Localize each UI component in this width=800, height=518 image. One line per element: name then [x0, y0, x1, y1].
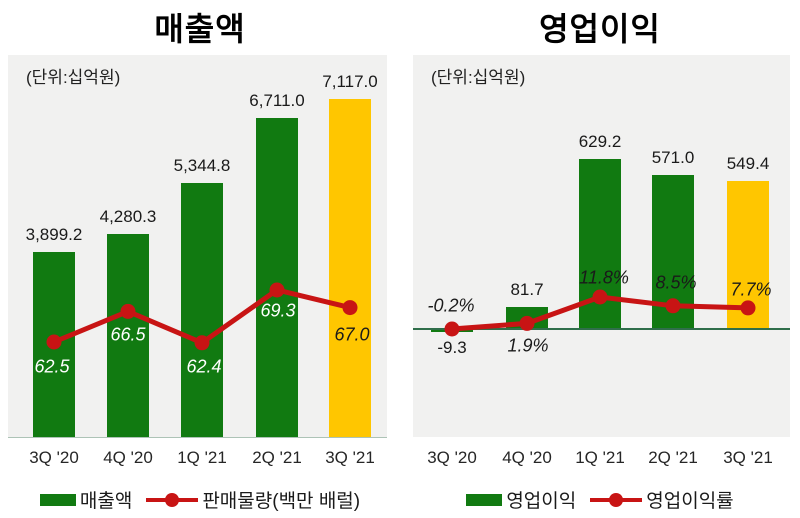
margin-legend-label: 영업이익률 [646, 491, 734, 512]
bar [256, 118, 298, 437]
line-value-label: 67.0 [334, 324, 370, 345]
revenue-chart-title: 매출액 [154, 11, 246, 47]
line-point [342, 300, 358, 316]
operating-profit-chart-title: 영업이익 [539, 11, 661, 47]
bar-value-label: 629.2 [578, 132, 622, 152]
x-axis-label: 3Q '21 [325, 448, 375, 467]
bar-value-label: 3,899.2 [25, 224, 83, 244]
x-axis-label: 4Q '20 [103, 448, 153, 467]
x-axis-label: 1Q '21 [177, 448, 227, 467]
line-value-label: 1.9% [507, 335, 549, 356]
line-point [519, 315, 535, 331]
bar-value-label: 5,344.8 [173, 156, 231, 176]
bar-value-label: 7,117.0 [322, 71, 378, 91]
x-axis-label: 3Q '21 [723, 448, 773, 467]
revenue-x-axis: 3Q '20 4Q '20 1Q '21 2Q '21 3Q '21 [0, 448, 400, 470]
bar-value-label: -9.3 [437, 337, 467, 357]
bar [107, 233, 149, 437]
margin-line-layer [444, 289, 756, 337]
x-axis-label: 3Q '20 [29, 448, 79, 467]
trend-line [53, 287, 351, 346]
line-value-label: -0.2% [427, 295, 475, 316]
operating-profit-x-axis: 3Q '20 4Q '20 1Q '21 2Q '21 3Q '21 [400, 448, 800, 470]
line-value-label: 11.8% [579, 267, 629, 288]
operating-profit-unit-label: (단위:십억원) [431, 68, 526, 87]
line-value-label: 8.5% [655, 272, 697, 293]
line-value-label: 62.5 [34, 356, 70, 377]
volume-line-swatch-icon [146, 492, 199, 507]
x-axis-label: 2Q '21 [252, 448, 302, 467]
line-point [444, 321, 460, 337]
revenue-legend: 매출액 판매물량(백만 배럴) [0, 486, 400, 513]
x-axis-label: 4Q '20 [502, 448, 552, 467]
line-point [194, 335, 210, 351]
line-point [665, 298, 681, 314]
legend-item-volume: 판매물량(백만 배럴) [146, 486, 360, 513]
margin-line-swatch-icon [590, 492, 643, 507]
bar-value-label: 81.7 [510, 279, 544, 299]
revenue-plot-area: (단위:십억원) 3,899.2 4,280.3 5,344.8 6,711.0 7,1… [8, 55, 387, 438]
line-value-label: 69.3 [260, 300, 296, 321]
bar-value-label: 6,711.0 [249, 91, 305, 111]
bar-value-label: 4,280.3 [99, 206, 157, 226]
x-axis-label: 3Q '20 [427, 448, 477, 467]
revenue-unit-label: (단위:십억원) [26, 68, 121, 87]
zero-axis-line [413, 328, 790, 330]
legend-item-revenue: 매출액 [39, 486, 133, 513]
line-point [46, 334, 62, 350]
revenue-legend-label: 매출액 [79, 491, 133, 512]
x-axis-label: 1Q '21 [575, 448, 625, 467]
bar [181, 183, 223, 437]
operating-profit-legend-label: 영업이익 [506, 491, 577, 512]
line-value-label: 7.7% [730, 279, 772, 300]
operating-profit-chart: 영업이익 (단위:십억원) -9.3 81.7 629.2 571.0 549.4 -0.… [400, 0, 800, 518]
bar [329, 98, 371, 437]
legend-item-margin: 영업이익률 [590, 486, 734, 513]
volume-legend-label: 판매물량(백만 배럴) [202, 491, 361, 512]
revenue-chart: 매출액 (단위:십억원) 3,899.2 4,280.3 5,344.8 6,711.… [0, 11, 400, 513]
line-point [120, 303, 136, 319]
operating-profit-bar-swatch-icon [466, 493, 503, 506]
volume-line-layer [46, 282, 358, 351]
revenue-bar-swatch-icon [39, 493, 76, 506]
bar-value-label: 549.4 [726, 153, 770, 173]
operating-profit-legend: 영업이익 영업이익률 [400, 486, 800, 513]
x-axis-label: 2Q '21 [648, 448, 698, 467]
line-point [269, 282, 285, 298]
line-point [740, 300, 756, 316]
line-value-label: 62.4 [186, 356, 222, 377]
operating-profit-plot-area: (단위:십억원) -9.3 81.7 629.2 571.0 549.4 -0.2% 1.9… [413, 55, 790, 437]
line-point [592, 289, 608, 305]
bar-value-label: 571.0 [651, 147, 695, 167]
legend-item-operating-profit: 영업이익 [466, 486, 576, 513]
line-value-label: 66.5 [110, 324, 146, 345]
